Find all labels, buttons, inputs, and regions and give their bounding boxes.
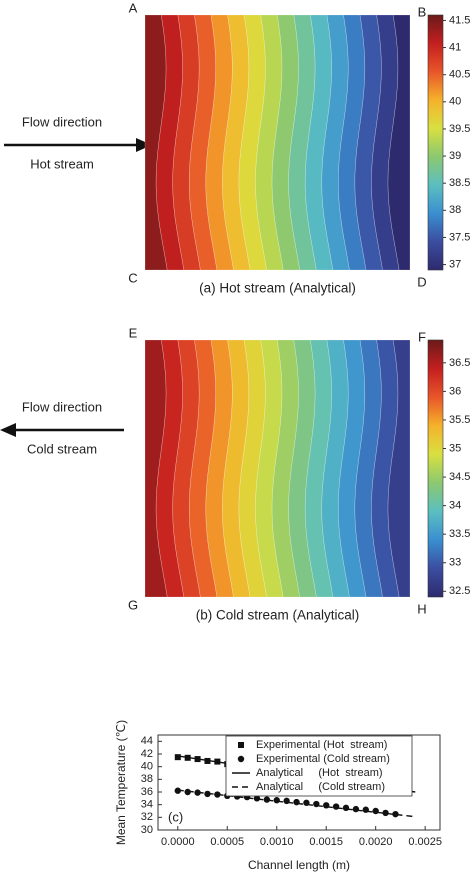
y-tick-label: 34: [141, 799, 153, 811]
data-point: [184, 788, 191, 796]
x-tick-label: 0.0015: [309, 836, 343, 848]
corner-label: D: [417, 274, 426, 289]
data-point: [342, 804, 350, 812]
legend-symbol: [237, 755, 245, 763]
colorbar-tick-label: 37: [449, 258, 461, 270]
data-point: [194, 789, 201, 796]
corner-label: F: [418, 329, 426, 344]
data-point: [214, 791, 221, 798]
data-point: [392, 810, 399, 818]
corner-label: G: [128, 597, 138, 612]
legend-label: Experimental (Cold stream): [256, 753, 390, 765]
data-point: [253, 795, 261, 802]
data-point: [332, 803, 340, 810]
x-tick-label: 0.0005: [210, 836, 244, 848]
data-point: [174, 754, 181, 761]
colorbar-tick-label: 37.5: [449, 231, 470, 243]
data-point: [263, 796, 271, 803]
x-tick-label: 0.0010: [260, 836, 294, 848]
y-tick-label: 40: [141, 761, 153, 773]
colorbar-tick-label: 33.5: [449, 528, 470, 540]
legend-label: Experimental (Hot stream): [256, 739, 387, 751]
stream-label: Cold stream: [27, 441, 97, 456]
colorbar-tick-label: 40: [449, 96, 461, 108]
x-tick-label: 0.0000: [161, 836, 195, 848]
colorbar-tick-label: 39.5: [449, 123, 470, 135]
colorbar-tick-label: 35.5: [449, 414, 470, 426]
legend-box: [225, 735, 413, 797]
caption: (b) Cold stream (Analytical): [196, 608, 360, 623]
data-point: [204, 790, 211, 798]
legend-label: Analytical (Cold stream): [256, 781, 385, 793]
corner-label: H: [417, 601, 426, 616]
colorbar-tick-label: 32.5: [449, 585, 470, 597]
y-tick-label: 38: [141, 773, 153, 785]
data-point: [293, 798, 300, 806]
stream-label: Hot stream: [30, 156, 94, 171]
colorbar-tick-label: 36: [449, 385, 461, 397]
colorbar-tick-label: 38.5: [449, 177, 470, 189]
colorbar-tick-label: 34.5: [449, 471, 470, 483]
x-tick-label: 0.0020: [359, 836, 393, 848]
flow-arrow-head: [136, 138, 152, 152]
colorbar-tick-label: 38: [449, 204, 461, 216]
corner-label: C: [128, 270, 137, 285]
colorbar-tick-label: 41.5: [449, 14, 470, 26]
colorbar-tick-label: 40.5: [449, 69, 470, 81]
contour-band: [387, 339, 411, 598]
y-axis-label: Mean Temperature (℃): [114, 720, 128, 845]
y-tick-label: 32: [141, 811, 153, 823]
caption: (a) Hot stream (Analytical): [199, 281, 356, 296]
data-point: [352, 805, 360, 813]
corner-label: A: [129, 0, 138, 15]
y-tick-label: 30: [141, 824, 153, 836]
data-point: [372, 807, 379, 815]
colorbar-tick-label: 39: [449, 150, 461, 162]
y-tick-label: 44: [141, 735, 153, 747]
colorbar: [427, 339, 444, 598]
plot-frame: [157, 734, 441, 831]
y-tick-label: 42: [141, 748, 153, 760]
colorbar-tick-label: 33: [449, 557, 461, 569]
flow-label: Flow direction: [22, 399, 102, 414]
data-point: [273, 797, 280, 804]
legend-symbol: [238, 742, 244, 748]
colorbar: [427, 14, 444, 271]
colorbar-tick-label: 35: [449, 442, 461, 454]
colorbar-tick-label: 34: [449, 500, 461, 512]
colorbar-tick-label: 36.5: [449, 357, 470, 369]
flow-arrow-head: [0, 423, 16, 437]
data-point: [382, 809, 389, 817]
x-tick-label: 0.0025: [408, 836, 442, 848]
legend-label: Analytical (Hot stream): [256, 767, 383, 779]
colorbar-tick-label: 41: [449, 41, 461, 53]
x-axis-label: Channel length (m): [248, 858, 350, 872]
panel-label: (c): [168, 809, 183, 824]
corner-label: B: [418, 4, 427, 19]
corner-label: E: [129, 325, 138, 340]
flow-label: Flow direction: [22, 114, 102, 129]
y-tick-label: 36: [141, 786, 153, 798]
contour-band: [387, 14, 411, 271]
